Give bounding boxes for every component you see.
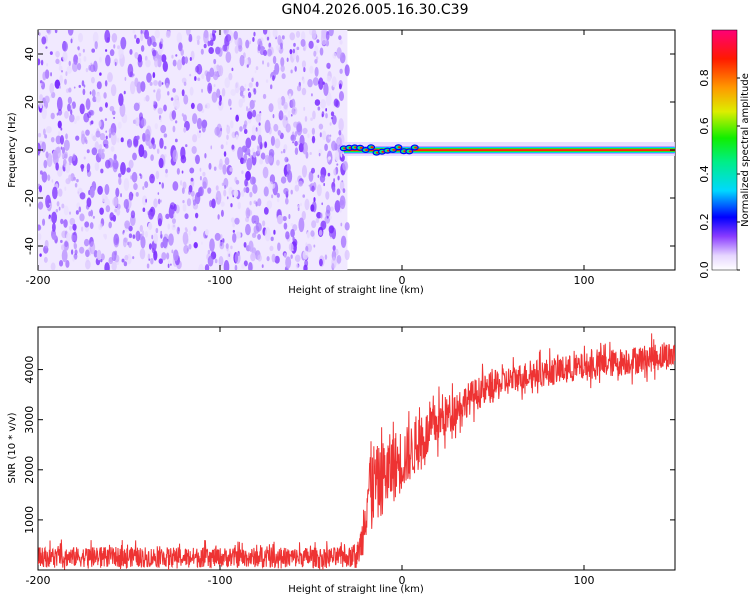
spectrogram-xtick-label: 100: [574, 274, 595, 287]
snr-ytick-label: 2000: [23, 456, 36, 484]
snr-xtick-label: -200: [26, 574, 51, 587]
colorbar-tick-label: 0.6: [698, 117, 711, 135]
snr-xtick-label: 0: [399, 574, 406, 587]
snr-ytick-label: 1000: [23, 506, 36, 534]
spectrogram-xtick-label: -200: [26, 274, 51, 287]
spectrogram-noise-region: [38, 30, 350, 270]
snr-panel: -200 -100 0 100 1000 2000 3000 4000 Height of s…: [7, 326, 676, 595]
colorbar-tick-label: 0.2: [698, 213, 711, 231]
colorbar-ticks: 0.0 0.2 0.4 0.6 0.8: [698, 69, 740, 279]
snr-ytick-label: 3000: [23, 406, 36, 434]
spectrogram-signal-region: [339, 142, 675, 156]
spectrogram-ytick-label: 20: [23, 95, 36, 109]
spectrogram-ytick-label: 0: [23, 147, 36, 154]
snr-series-line: [38, 333, 675, 570]
snr-ylabel: SNR (10 * v/v): [7, 412, 18, 483]
chart-title: GN04.2026.005.16.30.C39: [281, 2, 469, 18]
snr-ticks: -200 -100 0 100 1000 2000 3000 4000: [23, 327, 675, 587]
colorbar-tick-label: 0.4: [698, 165, 711, 183]
colorbar: 0.0 0.2 0.4 0.6 0.8 Normalized spectral ampl…: [698, 29, 750, 279]
snr-xtick-label: -100: [208, 574, 233, 587]
snr-ytick-label: 4000: [23, 356, 36, 384]
colorbar-gradient: [711, 29, 738, 271]
spectrogram-ylabel: Frequency (Hz): [7, 112, 18, 188]
snr-xlabel: Height of straight line (km): [288, 584, 424, 595]
spectrogram-ytick-label: -20: [23, 189, 36, 207]
spectrogram-ytick-label: -40: [23, 237, 36, 255]
colorbar-tick-label: 0.8: [698, 69, 711, 87]
spectrogram-xlabel: Height of straight line (km): [288, 285, 424, 296]
spectrogram-xtick-label: -100: [208, 274, 233, 287]
colorbar-tick-label: 0.0: [698, 261, 711, 279]
spectrogram-xtick-label: 0: [399, 274, 406, 287]
snr-xtick-label: 100: [574, 574, 595, 587]
colorbar-label: Normalized spectral amplitude: [740, 73, 750, 227]
spectrogram-ytick-label: 40: [23, 47, 36, 61]
